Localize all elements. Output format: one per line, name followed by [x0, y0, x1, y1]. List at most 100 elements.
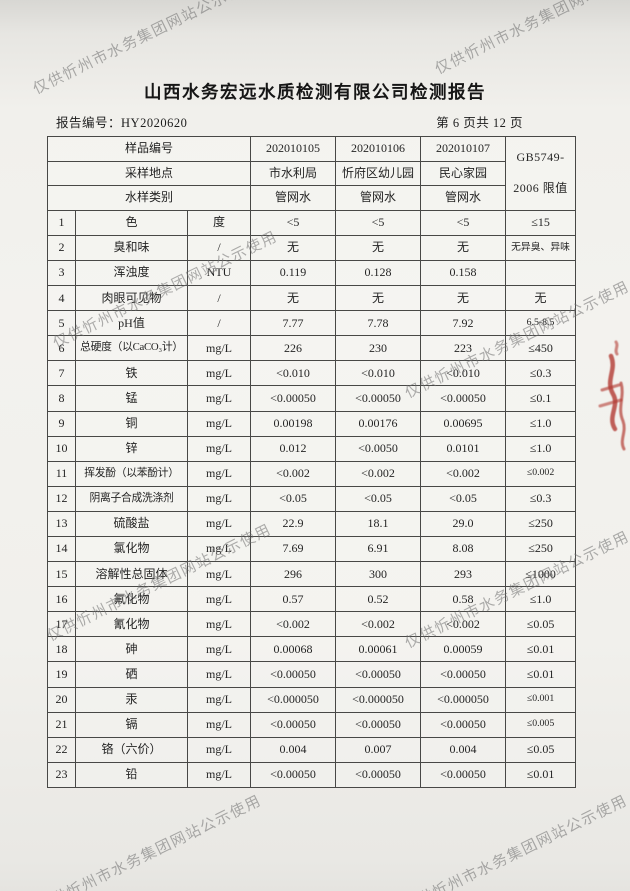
parameter-name: 镉: [75, 711, 188, 738]
limit-standard-line1: GB5749-: [516, 150, 565, 165]
value-sample-1: <0.000050: [250, 686, 337, 713]
value-sample-2: 无: [335, 234, 422, 261]
unit: mg/L: [186, 611, 252, 638]
location: 市水利局: [250, 160, 337, 187]
limit-value: ≤1.0: [505, 410, 577, 437]
value-sample-1: <0.002: [250, 460, 337, 487]
value-sample-3: 8.08: [420, 535, 507, 563]
row-index: 19: [47, 661, 76, 688]
value-sample-2: 6.91: [335, 535, 422, 563]
value-sample-1: 0.57: [250, 586, 337, 613]
unit: mg/L: [186, 711, 252, 738]
sample-no-label: 样品编号: [46, 136, 252, 162]
row-index: 20: [47, 686, 76, 713]
table-row: 12 阴离子合成洗涤剂 mg/L <0.05 <0.05 <0.05 ≤0.3: [47, 485, 577, 512]
table-row: 2 臭和味 / 无无无无异臭、异味: [47, 234, 577, 261]
row-index: 22: [47, 736, 76, 763]
value-sample-2: 无: [335, 285, 422, 312]
row-index: 2: [47, 234, 76, 261]
table-row: 15 溶解性总固体 mg/L 296 300 293 ≤1000: [47, 561, 577, 588]
value-sample-3: 0.00059: [420, 636, 507, 663]
unit: mg/L: [186, 335, 252, 362]
report-meta: 报告编号：HY2020620 第 6 页共 12 页: [56, 112, 523, 131]
row-index: 6: [47, 335, 76, 362]
row-index: 8: [47, 385, 76, 412]
limit-value: ≤0.3: [505, 360, 577, 387]
value-sample-3: <0.002: [420, 460, 507, 487]
value-sample-1: 0.00068: [250, 636, 337, 663]
location: 民心家园: [420, 160, 507, 187]
unit: mg/L: [186, 636, 252, 663]
limit-value: ≤1.0: [505, 586, 577, 613]
limit-value: 无: [505, 285, 577, 312]
limit-value: ≤0.05: [505, 611, 577, 638]
limit-value: ≤250: [505, 510, 577, 538]
unit: mg/L: [186, 761, 252, 788]
unit: mg/L: [186, 535, 252, 563]
header-row-type: 水样类别 管网水 管网水 管网水: [46, 185, 576, 211]
header-row-sample-no: 样品编号 202010105 202010106 202010107 GB574…: [46, 136, 577, 211]
unit: mg/L: [186, 561, 252, 588]
unit: mg/L: [186, 360, 252, 387]
value-sample-2: 7.78: [335, 310, 422, 337]
table-row: 8 锰 mg/L <0.00050 <0.00050 <0.00050 ≤0.1: [47, 385, 577, 412]
row-index: 13: [47, 510, 76, 538]
value-sample-3: 无: [420, 234, 507, 261]
unit: /: [186, 310, 252, 337]
value-sample-2: 230: [335, 335, 422, 362]
value-sample-2: 0.128: [335, 259, 422, 287]
sample-no: 202010105: [250, 136, 337, 162]
water-quality-table: 样品编号 202010105 202010106 202010107 GB574…: [46, 136, 577, 788]
limit-value: ≤0.01: [505, 761, 577, 788]
unit: mg/L: [186, 385, 252, 412]
table-row: 5 pH值/7.77 7.78 7.92 6.5-8.5: [47, 310, 577, 337]
value-sample-1: 无: [250, 285, 337, 312]
value-sample-3: 0.0101: [420, 435, 507, 462]
limit-value: ≤0.002: [505, 460, 577, 487]
table-row: 22 铬（六价） mg/L 0.004 0.007 0.004 ≤0.05: [47, 736, 577, 763]
row-index: 7: [47, 360, 76, 387]
row-index: 21: [47, 711, 76, 738]
location: 忻府区幼儿园: [335, 160, 422, 187]
row-index: 9: [47, 410, 76, 437]
value-sample-2: 0.007: [335, 736, 422, 763]
parameter-name: 铜: [75, 410, 188, 437]
value-sample-2: <0.000050: [335, 686, 422, 713]
row-index: 23: [47, 761, 76, 788]
limit-value: ≤15: [505, 209, 577, 236]
value-sample-3: 7.92: [420, 310, 507, 337]
value-sample-3: <0.00050: [420, 711, 507, 738]
value-sample-3: 0.004: [420, 736, 507, 763]
table-row: 9 铜 mg/L 0.00198 0.00176 0.00695 ≤1.0: [47, 410, 577, 437]
value-sample-1: <0.00050: [250, 761, 337, 788]
value-sample-3: <0.00050: [420, 385, 507, 412]
limit-value: [505, 259, 577, 287]
unit: /: [186, 285, 252, 312]
value-sample-1: 7.69: [250, 535, 337, 563]
value-sample-1: <0.05: [250, 485, 337, 512]
row-index: 18: [47, 636, 76, 663]
value-sample-1: 296: [250, 561, 337, 588]
table-row: 21 镉 mg/L <0.00050 <0.00050 <0.00050 ≤0.005: [47, 711, 577, 738]
value-sample-1: 0.119: [250, 259, 337, 287]
unit: mg/L: [186, 410, 252, 437]
unit: mg/L: [186, 485, 252, 512]
water-type: 管网水: [420, 185, 507, 211]
value-sample-1: 22.9: [250, 510, 337, 538]
unit: /: [186, 234, 252, 261]
value-sample-2: 0.00176: [335, 410, 422, 437]
unit: mg/L: [186, 686, 252, 713]
row-index: 16: [47, 586, 76, 613]
red-seal-fragment-icon: [598, 340, 626, 451]
value-sample-3: 0.58: [420, 586, 507, 613]
watermark-text: 仅供忻州市水务集团网站公示使用: [432, 0, 630, 78]
water-type: 管网水: [250, 185, 337, 211]
value-sample-1: <0.00050: [250, 385, 337, 412]
value-sample-1: <0.010: [250, 360, 337, 387]
value-sample-3: 0.00695: [420, 410, 507, 437]
value-sample-1: <0.002: [250, 611, 337, 638]
value-sample-3: <0.00050: [420, 761, 507, 788]
table-row: 16 氟化物 mg/L 0.57 0.52 0.58 ≤1.0: [47, 586, 577, 613]
value-sample-1: <5: [250, 209, 337, 236]
